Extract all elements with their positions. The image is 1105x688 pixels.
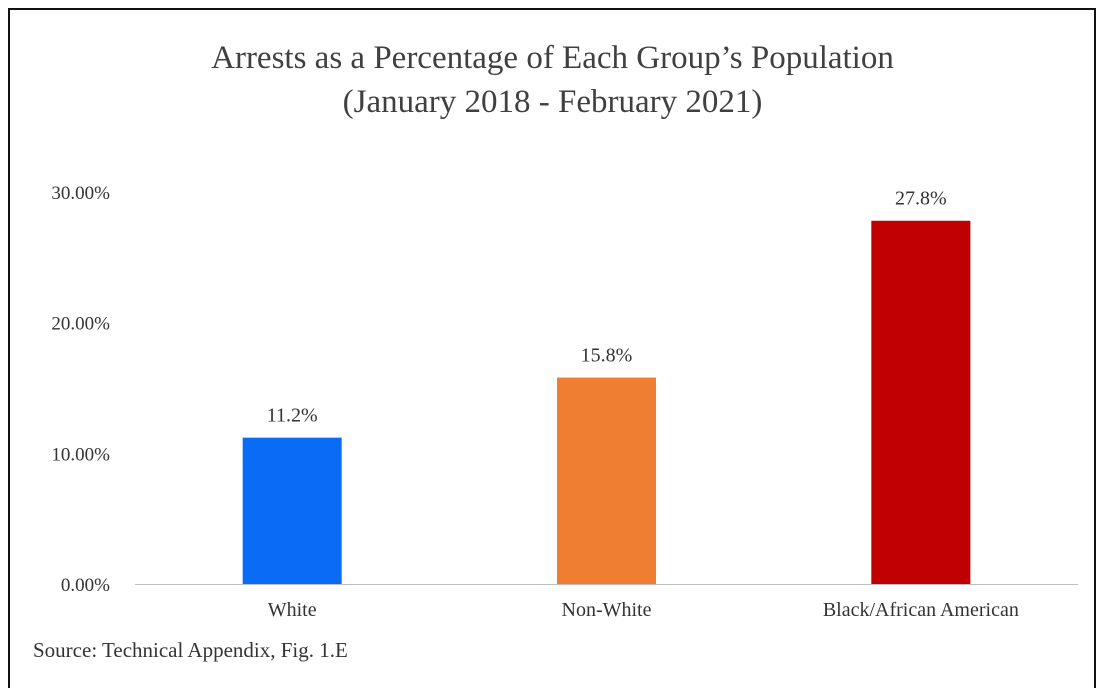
bar xyxy=(242,437,342,584)
y-tick-label: 30.00% xyxy=(51,183,110,204)
chart-title-line2: (January 2018 - February 2021) xyxy=(342,84,763,120)
bar xyxy=(557,377,656,584)
source-note: Source: Technical Appendix, Fig. 1.E xyxy=(33,638,348,662)
data-label: 27.8% xyxy=(895,188,947,210)
y-tick-label: 20.00% xyxy=(51,314,110,335)
chart-title-line1: Arrests as a Percentage of Each Group’s … xyxy=(211,40,894,76)
data-label: 15.8% xyxy=(581,345,633,367)
x-tick-label: Black/African American xyxy=(823,599,1019,621)
x-tick-label: Non-White xyxy=(562,599,652,621)
data-label: 11.2% xyxy=(267,405,318,427)
bar xyxy=(871,220,971,584)
y-tick-label: 0.00% xyxy=(61,575,110,596)
y-tick-label: 10.00% xyxy=(51,444,110,465)
x-tick-label: White xyxy=(268,599,317,621)
